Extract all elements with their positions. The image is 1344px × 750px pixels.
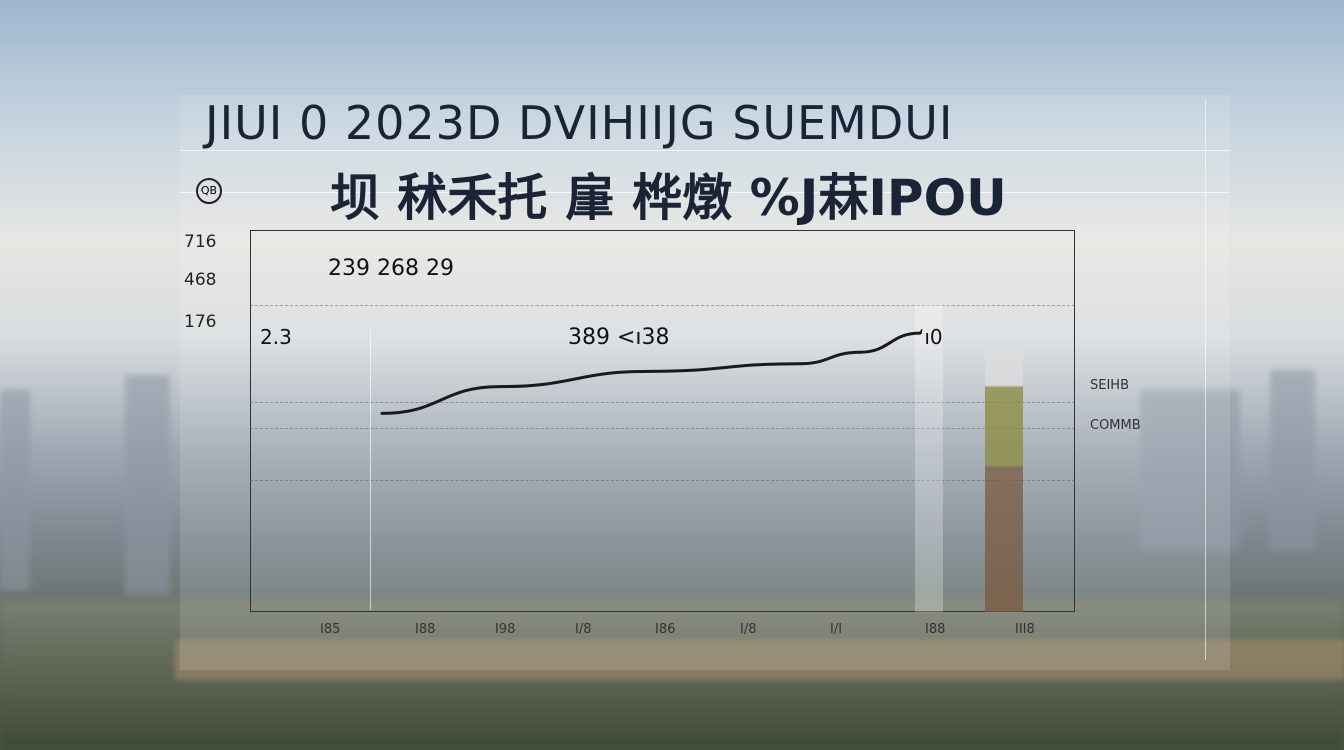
data-point (858, 350, 862, 354)
background-building (0, 390, 30, 590)
bar (915, 305, 943, 612)
x-tick-label: I/8 (740, 622, 757, 637)
data-point (498, 385, 502, 389)
data-label: ʻı0 (918, 325, 943, 349)
data-point (798, 362, 802, 366)
data-label: 239 268 29 (328, 256, 454, 281)
chart-panel (180, 95, 1230, 670)
divider (180, 150, 1230, 151)
vertical-rule (370, 330, 371, 610)
y-tick-label: 716 (184, 232, 217, 252)
y-tick-label: 468 (184, 270, 217, 290)
data-point (648, 369, 652, 373)
x-tick-label: I85 (320, 622, 341, 637)
vertical-rule (1205, 100, 1206, 660)
x-tick-label: I86 (655, 622, 676, 637)
x-tick-label: I88 (925, 622, 946, 637)
logo-icon: QB (196, 178, 222, 204)
background-building (1270, 370, 1315, 550)
divider (180, 192, 1230, 193)
gridline (250, 305, 1075, 306)
x-tick-label: III8 (1015, 622, 1035, 637)
data-label: 389 <ı38 (568, 325, 670, 350)
background-roof (175, 640, 1344, 680)
gridline (250, 428, 1075, 429)
data-label: 2.3 (260, 325, 292, 349)
chart-title: JIUI 0 2023D DVIHIIJG SUEMDUI (205, 96, 954, 150)
data-point (918, 331, 922, 335)
gridline (250, 480, 1075, 481)
series-line (381, 331, 921, 415)
gridline (250, 402, 1075, 403)
x-tick-label: I98 (495, 622, 516, 637)
x-tick-label: I88 (415, 622, 436, 637)
data-point (380, 411, 384, 415)
y-tick-label: 176 (184, 312, 217, 332)
x-tick-label: I/8 (575, 622, 592, 637)
side-label: SEIHB (1090, 378, 1129, 393)
side-label: COMMB (1090, 418, 1141, 433)
bar (985, 345, 1023, 612)
background-building (1140, 390, 1240, 550)
x-tick-label: I/I (830, 622, 843, 637)
background-building (125, 375, 170, 595)
plot-area (250, 230, 1075, 612)
chart-subtitle: 坝 秫禾托 肁 桦燉 %J菻IPOU (330, 169, 1007, 227)
